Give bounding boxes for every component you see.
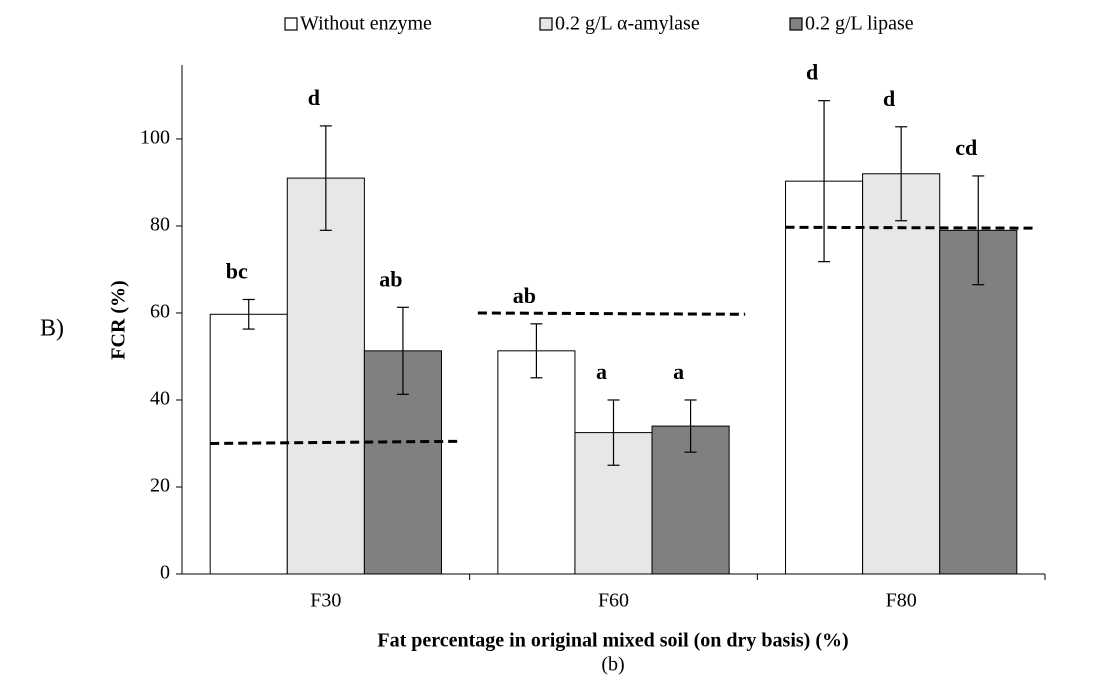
bar [209, 313, 288, 575]
legend-swatch [789, 17, 803, 31]
x-tick-label: F80 [886, 590, 917, 612]
significance-label: d [806, 60, 818, 85]
y-tick-label: 80 [150, 214, 170, 236]
x-tick-label: F30 [310, 590, 341, 612]
caption: (b) [601, 654, 624, 676]
y-axis-label: FCR (%) [108, 280, 130, 359]
significance-label: d [308, 85, 320, 110]
significance-label: a [596, 359, 607, 384]
y-tick-label: 60 [150, 301, 170, 323]
y-tick-label: 20 [150, 475, 170, 497]
y-tick-label: 100 [140, 127, 170, 149]
x-tick-label: F60 [598, 590, 629, 612]
significance-label: bc [226, 259, 248, 284]
legend-label: 0.2 g/L lipase [805, 13, 914, 35]
legend-swatch [539, 17, 553, 31]
significance-label: ab [513, 283, 536, 308]
panel-label: B) [40, 316, 64, 342]
y-tick-label: 0 [160, 562, 170, 584]
significance-label: ab [379, 266, 402, 291]
bar [497, 350, 576, 575]
y-tick-label: 40 [150, 388, 170, 410]
significance-label: a [673, 359, 684, 384]
legend-label: Without enzyme [300, 13, 432, 35]
legend-label: 0.2 g/L α-amylase [555, 13, 700, 35]
reference-line [477, 311, 746, 316]
x-axis-label: Fat percentage in original mixed soil (o… [377, 630, 848, 652]
significance-label: d [883, 86, 895, 111]
significance-label: cd [955, 135, 977, 160]
bar [862, 173, 941, 575]
bar [286, 177, 365, 575]
legend-swatch [284, 17, 298, 31]
